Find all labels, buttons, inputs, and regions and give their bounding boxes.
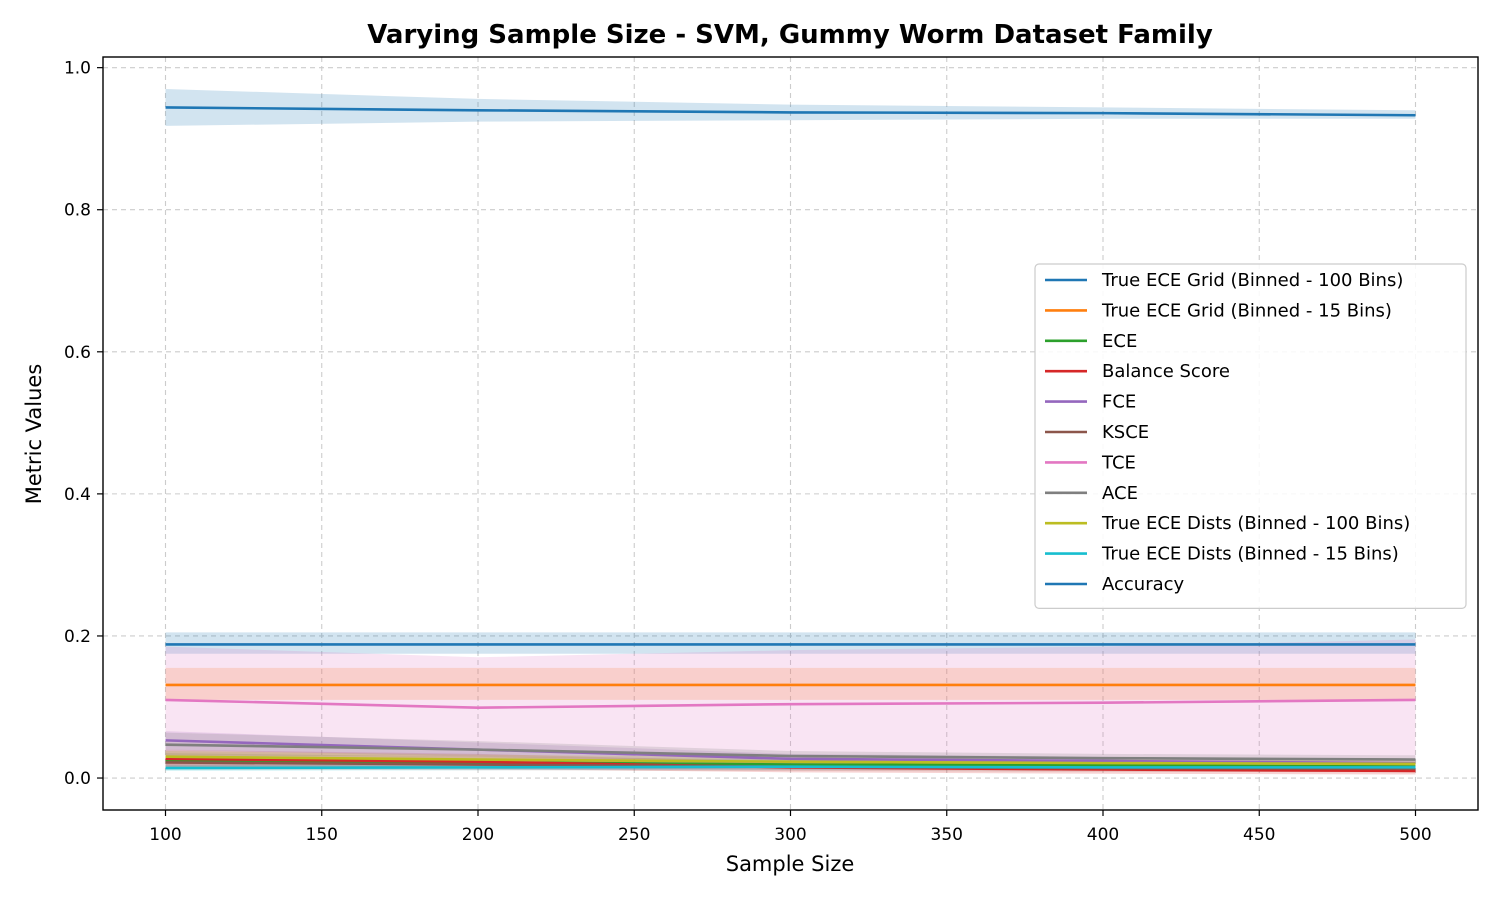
ticks: 100 150 200 250 300 350 400 450 500 0.0 0.2 0.4 0.6 0… [64,59,1432,845]
legend-entry: True ECE Grid (Binned - 100 Bins) [1101,270,1403,291]
legend-entry: True ECE Dists (Binned - 15 Bins) [1101,544,1399,565]
legend: True ECE Grid (Binned - 100 Bins) True EC… [1034,263,1467,609]
grid [103,57,1478,810]
x-tick-label: 250 [618,825,650,845]
x-tick-label: 150 [306,825,338,845]
y-tick-label: 0.4 [64,485,91,505]
series-line-9 [165,755,1416,766]
legend-entry: TCE [1101,452,1136,473]
x-axis-title: Sample Size [726,852,855,876]
y-tick-label: 0.0 [64,769,91,789]
x-tick-label: 200 [462,825,494,845]
legend-entry: Accuracy [1102,574,1185,595]
series-line-11 [165,106,1416,117]
legend-entry: ECE [1102,331,1137,352]
chart-title: Varying Sample Size - SVM, Gummy Worm Da… [367,20,1213,50]
legend-entry: FCE [1102,392,1136,413]
legend-entry: KSCE [1102,422,1149,443]
x-tick-label: 350 [931,825,963,845]
x-tick-label: 400 [1087,825,1119,845]
x-tick-label: 450 [1243,825,1275,845]
y-tick-label: 0.6 [64,343,91,363]
x-tick-label: 300 [774,825,806,845]
band-11 [165,88,1416,126]
series-line-7 [165,698,1416,710]
x-tick-label: 500 [1399,825,1431,845]
series-lines [165,106,1416,773]
x-tick-label: 100 [149,825,181,845]
y-axis-title: Metric Values [22,364,46,505]
legend-entry: ACE [1102,483,1138,504]
legend-entry: True ECE Grid (Binned - 15 Bins) [1101,300,1392,321]
series-line-10 [165,765,1416,770]
legend-entry: True ECE Dists (Binned - 100 Bins) [1101,513,1410,534]
series-line-8 [165,743,1416,761]
band-1 [165,632,1416,654]
series-line-5 [165,739,1416,765]
y-tick-label: 0.2 [64,627,91,647]
y-tick-label: 1.0 [64,59,91,79]
band-8 [165,732,1416,764]
legend-box [1034,263,1467,609]
legend-entry: Balance Score [1102,361,1230,382]
y-tick-label: 0.8 [64,201,91,221]
